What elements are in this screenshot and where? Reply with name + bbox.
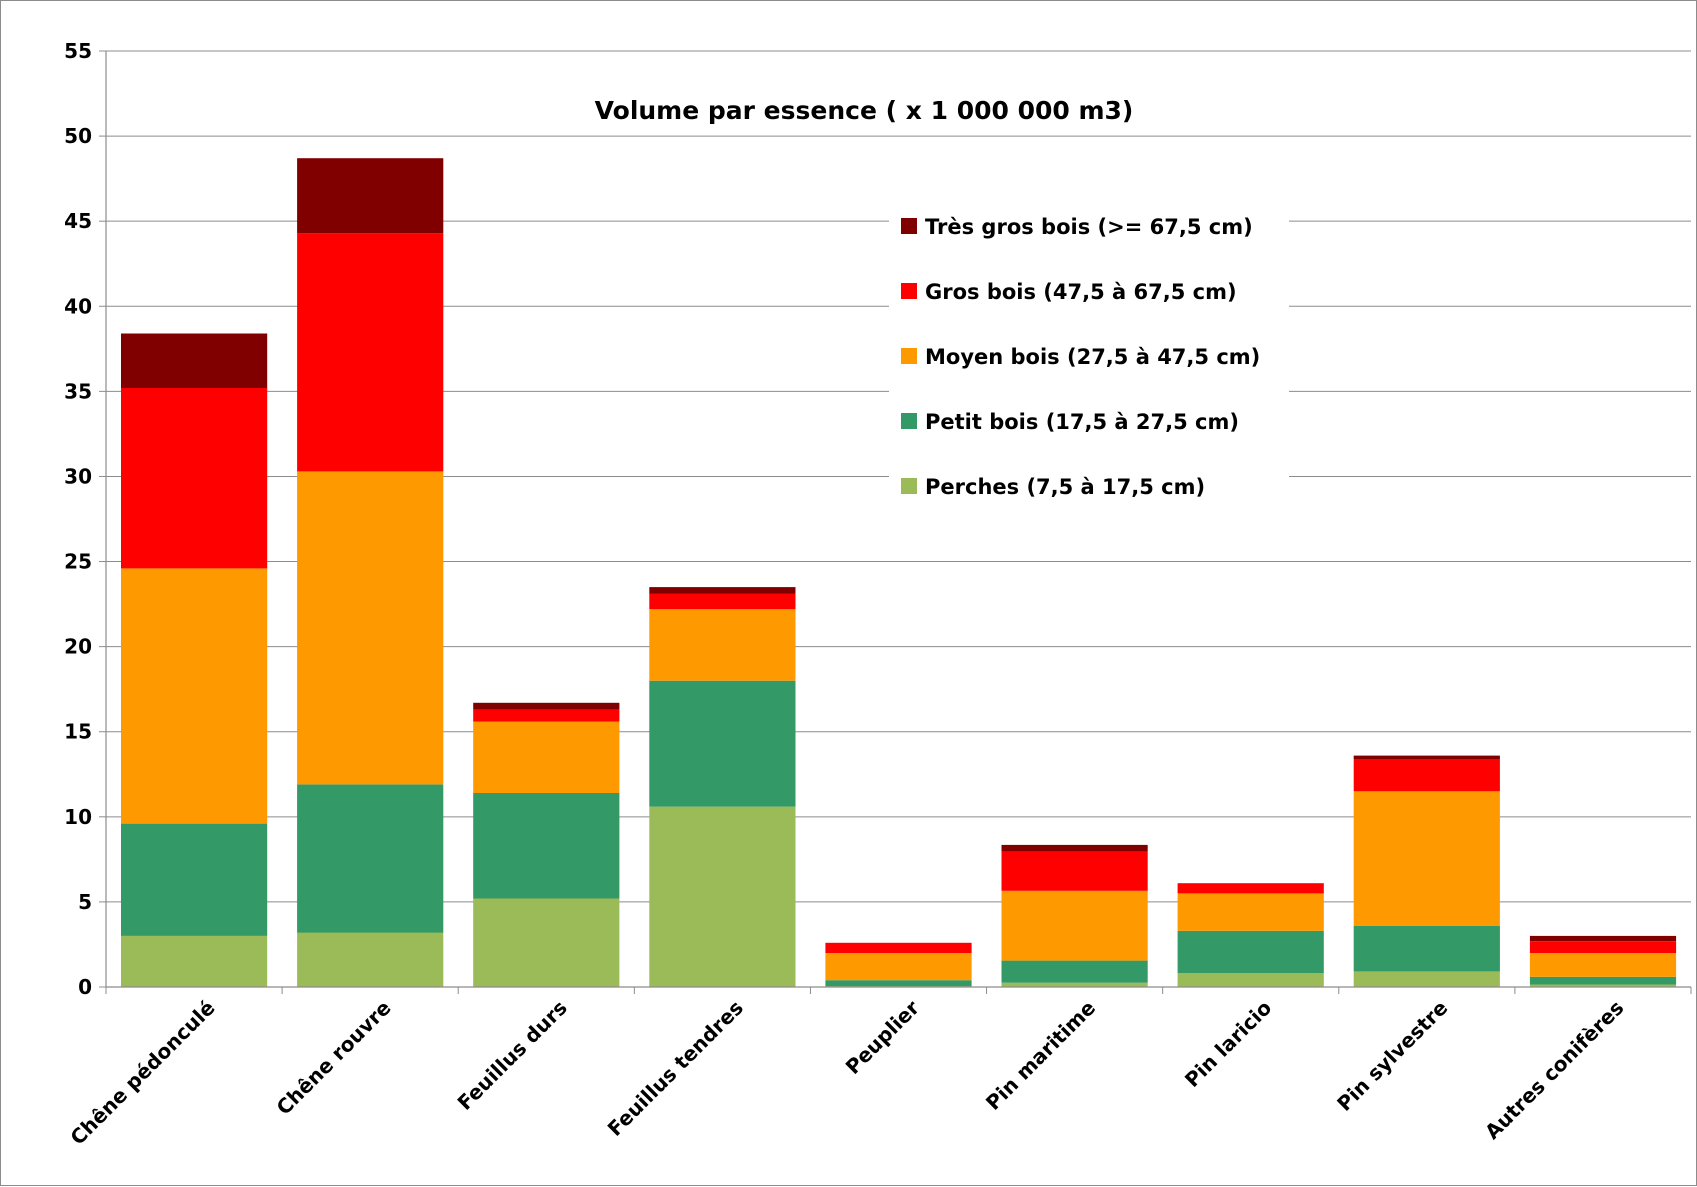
bar-segment xyxy=(297,784,444,933)
y-tick-label: 10 xyxy=(64,805,92,829)
x-tick-label: Autres conifères xyxy=(1480,996,1628,1144)
bar-segment xyxy=(121,333,268,388)
legend-swatch xyxy=(901,413,917,429)
bar-segment xyxy=(649,587,796,594)
y-tick-label: 15 xyxy=(64,720,92,744)
y-tick-label: 30 xyxy=(64,464,92,488)
bar-segment xyxy=(825,980,972,987)
bar-segment xyxy=(1353,759,1500,792)
bar-segment xyxy=(121,935,268,987)
chart-title: Volume par essence ( x 1 000 000 m3) xyxy=(595,96,1134,125)
legend-label: Gros bois (47,5 à 67,5 cm) xyxy=(925,280,1237,304)
bar-segment xyxy=(1001,851,1148,891)
y-tick-label: 25 xyxy=(64,550,92,574)
y-tick-label: 40 xyxy=(64,294,92,318)
x-tick-label: Feuillus durs xyxy=(453,996,572,1115)
y-tick-label: 0 xyxy=(78,975,92,999)
bar-segment xyxy=(1529,935,1677,941)
bar-segment xyxy=(1177,893,1324,931)
x-tick-label: Feuillus tendres xyxy=(603,996,748,1141)
bar-segment xyxy=(1177,930,1324,974)
x-tick-label: Chêne rouvre xyxy=(272,996,396,1120)
legend-background xyxy=(889,204,1289,537)
bar-segment xyxy=(1177,883,1324,894)
bar-segment xyxy=(1529,976,1677,985)
x-tick-label: Chêne pédonculé xyxy=(65,996,219,1150)
x-tick-label: Peuplier xyxy=(841,995,924,1078)
y-tick-label: 35 xyxy=(64,379,92,403)
bar-segment xyxy=(1529,953,1677,977)
x-tick-labels: Chêne pédonculé Chêne rouvre Feuillus durs… xyxy=(65,995,1628,1149)
bars xyxy=(121,158,1677,987)
bar-segment xyxy=(649,609,796,681)
bar-segment xyxy=(1001,890,1148,961)
bar-segment xyxy=(121,823,268,936)
y-tick-label: 50 xyxy=(64,124,92,148)
legend-label: Perches (7,5 à 17,5 cm) xyxy=(925,475,1205,499)
y-tick-label: 45 xyxy=(64,209,92,233)
bar-segment xyxy=(649,680,796,807)
y-tick-label: 20 xyxy=(64,635,92,659)
x-tick-label: Pin laricio xyxy=(1180,996,1276,1092)
legend-swatch xyxy=(901,478,917,494)
x-tick-label: Pin sylvestre xyxy=(1332,996,1452,1116)
legend: Très gros bois (>= 67,5 cm) Gros bois (47… xyxy=(889,204,1289,537)
bar-segment xyxy=(473,702,620,710)
legend-swatch xyxy=(901,283,917,299)
bar-segment xyxy=(1529,941,1677,953)
bar-segment xyxy=(121,568,268,824)
bar-segment xyxy=(825,953,972,981)
bar-segment xyxy=(297,158,444,234)
bar-segment xyxy=(297,932,444,987)
legend-swatch xyxy=(901,348,917,364)
bar-segment xyxy=(297,471,444,785)
y-tick-labels: 0 5 10 15 20 25 30 35 40 45 50 55 xyxy=(64,39,92,999)
bar-segment xyxy=(1353,755,1500,759)
bar-segment xyxy=(473,793,620,899)
bar-segment xyxy=(649,593,796,610)
bar-segment xyxy=(1353,925,1500,972)
bar-segment xyxy=(297,233,444,472)
axes xyxy=(105,51,1692,994)
bar-segment xyxy=(1001,844,1148,852)
legend-label: Petit bois (17,5 à 27,5 cm) xyxy=(925,410,1239,434)
y-tick-label: 5 xyxy=(78,890,92,914)
bar-segment xyxy=(473,898,620,987)
bar-segment xyxy=(649,806,796,987)
bar-segment xyxy=(1001,982,1148,987)
bar-segment xyxy=(121,388,268,569)
bar-segment xyxy=(473,721,620,793)
legend-label: Moyen bois (27,5 à 47,5 cm) xyxy=(925,345,1260,369)
bar-segment xyxy=(1001,960,1148,983)
bar-segment xyxy=(1353,971,1500,987)
legend-label: Très gros bois (>= 67,5 cm) xyxy=(925,215,1253,239)
bar-segment xyxy=(473,709,620,722)
bar-segment xyxy=(1177,973,1324,987)
legend-swatch xyxy=(901,218,917,234)
bar-segment xyxy=(1353,791,1500,926)
bar-segment xyxy=(1529,984,1677,987)
x-tick-label: Pin maritime xyxy=(981,996,1100,1115)
y-tick-label: 55 xyxy=(64,39,92,63)
bar-segment xyxy=(825,942,972,953)
